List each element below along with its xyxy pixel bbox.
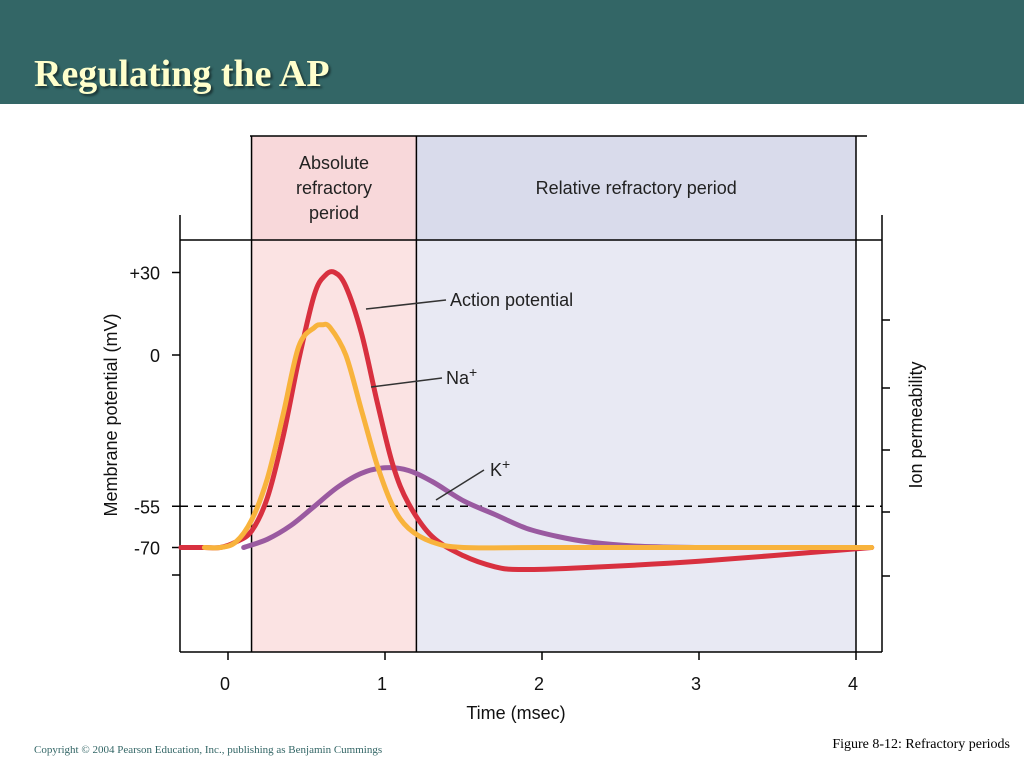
- ticks-layer: +30 0 -55 -70 0 1 2 3 4: [129, 264, 890, 694]
- annotation-sup-2: +: [502, 456, 510, 472]
- annotation-label-0: Action potential: [450, 290, 573, 310]
- y-tick-label-3: -70: [134, 539, 160, 559]
- annotation-leader-2: [435, 469, 485, 501]
- y2-axis-label: Ion permeability: [906, 361, 926, 488]
- y-tick-label-2: -55: [134, 497, 160, 517]
- regions-layer: Absolute refractory period Relative refract…: [250, 136, 857, 652]
- annotation-leader-1: [370, 377, 443, 388]
- y-axis-label: Membrane potential (mV): [101, 313, 121, 516]
- annotation-text-1: Na: [446, 368, 470, 388]
- region-label-1-0: Relative refractory period: [536, 178, 737, 198]
- na-permeability-line: [201, 321, 875, 551]
- annotation-label-2: K+: [490, 456, 510, 480]
- region-label-0-0: Absolute: [299, 153, 369, 173]
- y-tick-label-0: +30: [129, 264, 160, 284]
- series-layer: [178, 269, 875, 573]
- annotation-text-0: Action potential: [450, 290, 573, 310]
- region-header-0: [251, 136, 417, 240]
- copyright-notice: Copyright © 2004 Pearson Education, Inc.…: [34, 744, 383, 756]
- y-tick-label-1: 0: [150, 346, 160, 366]
- x-tick-label-2: 2: [534, 674, 544, 694]
- k-permeability-line: [241, 465, 702, 550]
- annotation-sup-1: +: [469, 364, 477, 380]
- annotation-text-2: K: [490, 460, 502, 480]
- annotation-leader-0: [365, 299, 447, 310]
- region-label-0-1: refractory: [296, 178, 372, 198]
- annotation-label-1: Na+: [446, 364, 477, 388]
- slide-header: [0, 0, 1024, 104]
- x-axis-label: Time (msec): [466, 703, 565, 723]
- x-tick-label-1: 1: [377, 674, 387, 694]
- x-tick-label-0: 0: [220, 674, 230, 694]
- labels-layer: Time (msec) Membrane potential (mV) Ion …: [101, 313, 926, 723]
- x-tick-label-3: 3: [691, 674, 701, 694]
- slide-title: Regulating the AP: [34, 53, 330, 95]
- region-label-0-2: period: [309, 203, 359, 223]
- x-tick-label-4: 4: [848, 674, 858, 694]
- action-potential-line: [178, 269, 875, 573]
- axes-layer: [179, 135, 883, 653]
- region-header-1: [416, 136, 856, 240]
- figure-caption: Figure 8-12: Refractory periods: [832, 737, 1010, 752]
